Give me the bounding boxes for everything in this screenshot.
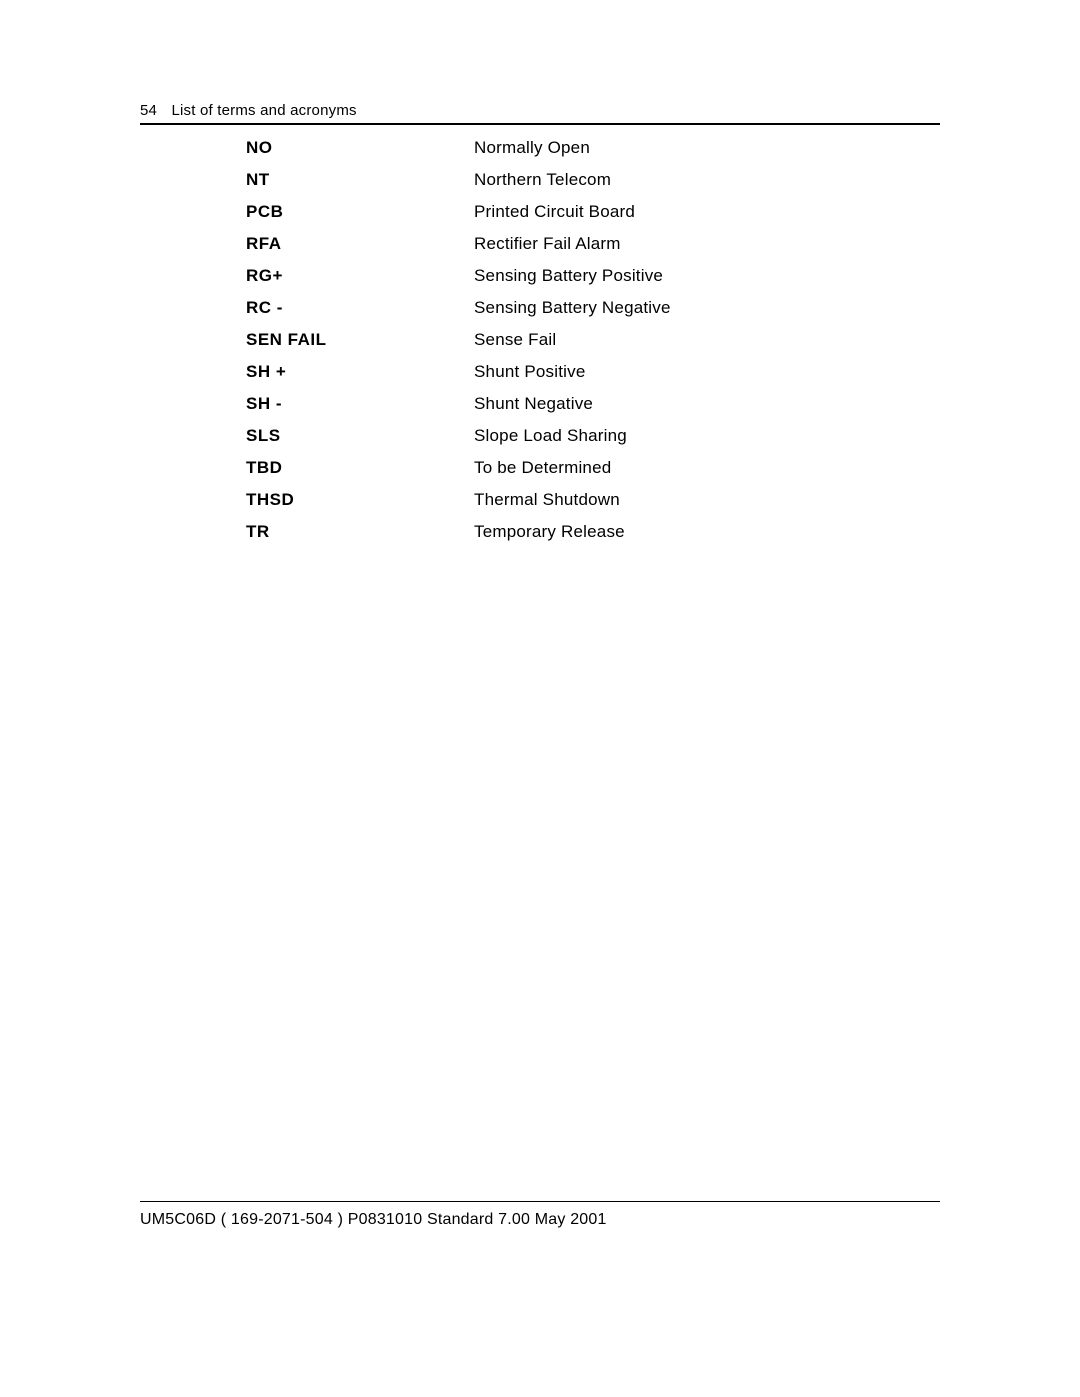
- term-abbr: SH +: [246, 362, 474, 382]
- term-abbr: SH -: [246, 394, 474, 414]
- term-defn: Normally Open: [474, 138, 590, 158]
- term-abbr: TBD: [246, 458, 474, 478]
- term-row: PCB Printed Circuit Board: [246, 202, 886, 234]
- terms-list: NO Normally Open NT Northern Telecom PCB…: [246, 138, 886, 554]
- term-abbr: PCB: [246, 202, 474, 222]
- term-row: SLS Slope Load Sharing: [246, 426, 886, 458]
- term-abbr: TR: [246, 522, 474, 542]
- term-row: RC - Sensing Battery Negative: [246, 298, 886, 330]
- term-abbr: NO: [246, 138, 474, 158]
- page-footer: UM5C06D ( 169-2071-504 ) P0831010 Standa…: [140, 1211, 940, 1229]
- footer-rule: [140, 1201, 940, 1202]
- term-defn: To be Determined: [474, 458, 611, 478]
- header-title: List of terms and acronyms: [171, 102, 356, 119]
- term-abbr: RFA: [246, 234, 474, 254]
- page-header: 54 List of terms and acronyms: [140, 102, 940, 125]
- term-abbr: RG+: [246, 266, 474, 286]
- term-row: TR Temporary Release: [246, 522, 886, 554]
- term-defn: Sense Fail: [474, 330, 556, 350]
- term-row: NO Normally Open: [246, 138, 886, 170]
- term-abbr: RC -: [246, 298, 474, 318]
- term-defn: Northern Telecom: [474, 170, 611, 190]
- term-row: RFA Rectifier Fail Alarm: [246, 234, 886, 266]
- term-defn: Sensing Battery Positive: [474, 266, 663, 286]
- term-defn: Shunt Positive: [474, 362, 585, 382]
- term-row: SH + Shunt Positive: [246, 362, 886, 394]
- term-row: SEN FAIL Sense Fail: [246, 330, 886, 362]
- term-defn: Sensing Battery Negative: [474, 298, 671, 318]
- term-abbr: THSD: [246, 490, 474, 510]
- term-row: TBD To be Determined: [246, 458, 886, 490]
- term-abbr: SEN FAIL: [246, 330, 474, 350]
- term-abbr: SLS: [246, 426, 474, 446]
- term-defn: Rectifier Fail Alarm: [474, 234, 621, 254]
- term-row: RG+ Sensing Battery Positive: [246, 266, 886, 298]
- term-defn: Thermal Shutdown: [474, 490, 620, 510]
- document-page: 54 List of terms and acronyms NO Normall…: [0, 0, 1080, 1397]
- term-defn: Printed Circuit Board: [474, 202, 635, 222]
- term-defn: Temporary Release: [474, 522, 625, 542]
- term-row: THSD Thermal Shutdown: [246, 490, 886, 522]
- term-row: SH - Shunt Negative: [246, 394, 886, 426]
- term-abbr: NT: [246, 170, 474, 190]
- page-number: 54: [140, 102, 157, 119]
- term-row: NT Northern Telecom: [246, 170, 886, 202]
- term-defn: Shunt Negative: [474, 394, 593, 414]
- term-defn: Slope Load Sharing: [474, 426, 627, 446]
